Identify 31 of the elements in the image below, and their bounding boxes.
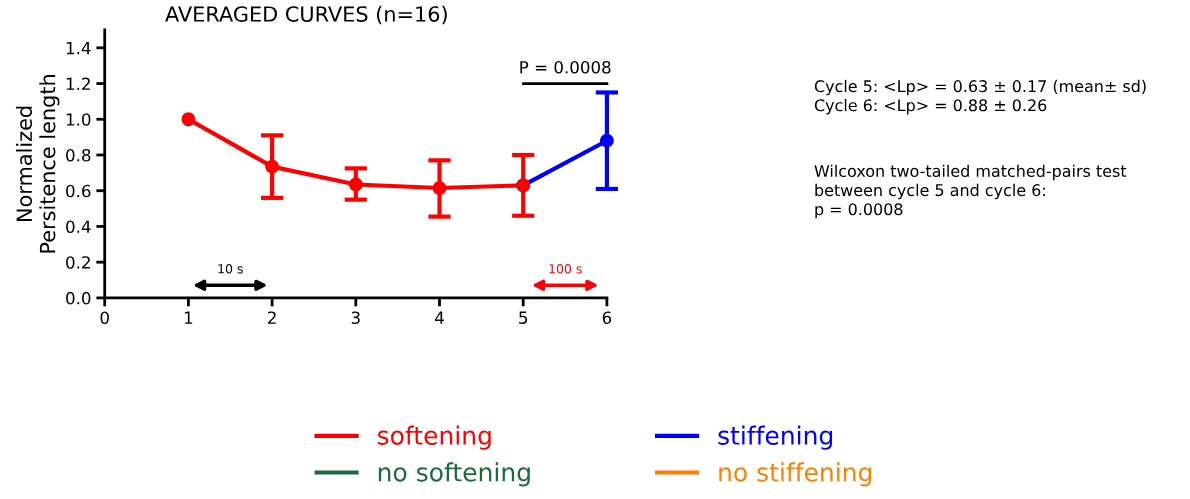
point [181, 112, 196, 127]
legend-label: no softening [378, 462, 530, 487]
x-tick-label: 3 [351, 311, 360, 324]
point [348, 177, 363, 192]
x-tick-label: 5 [519, 311, 528, 324]
annotation: 100 s [549, 264, 582, 274]
x-tick-label: 0 [100, 311, 109, 324]
annotation: P = 0.0008 [520, 61, 611, 74]
annotation: 10 s [218, 264, 243, 274]
point [432, 181, 447, 195]
legend-label: no stiffening [719, 462, 872, 487]
chart-title: AVERAGED CURVES (n=16) [165, 5, 447, 25]
y-axis-title: Normalized Persitence length [15, 75, 60, 253]
y-tick-label: 0.6 [66, 184, 91, 198]
point [599, 133, 614, 148]
y-tick-label: 0.8 [66, 148, 91, 162]
text: Wilcoxon two-tailed matched-pairs test between cycle 5 and cycle 6: p = 0.0008 [814, 164, 1127, 219]
y-tick-label: 1.4 [66, 41, 91, 55]
text: Cycle 5: <Lp> = 0.63 ± 0.17 (mean± sd) Cycle 6: <Lp> = 0.88 ± 0.26 [814, 79, 1146, 115]
point [265, 159, 280, 174]
x-tick-label: 6 [602, 311, 612, 324]
y-tick-label: 1.0 [66, 113, 91, 126]
legend-label: stiffening [718, 425, 833, 450]
x-tick-label: 2 [268, 311, 276, 324]
x-tick-label: 4 [435, 311, 444, 324]
x-tick-label: 1 [184, 311, 193, 324]
y-tick-label: 0.2 [66, 256, 90, 269]
y-tick-label: 0.4 [66, 220, 91, 234]
y-tick-label: 1.2 [66, 77, 90, 90]
legend-label: softening [377, 425, 491, 450]
y-tick-label: 0.0 [66, 291, 91, 305]
